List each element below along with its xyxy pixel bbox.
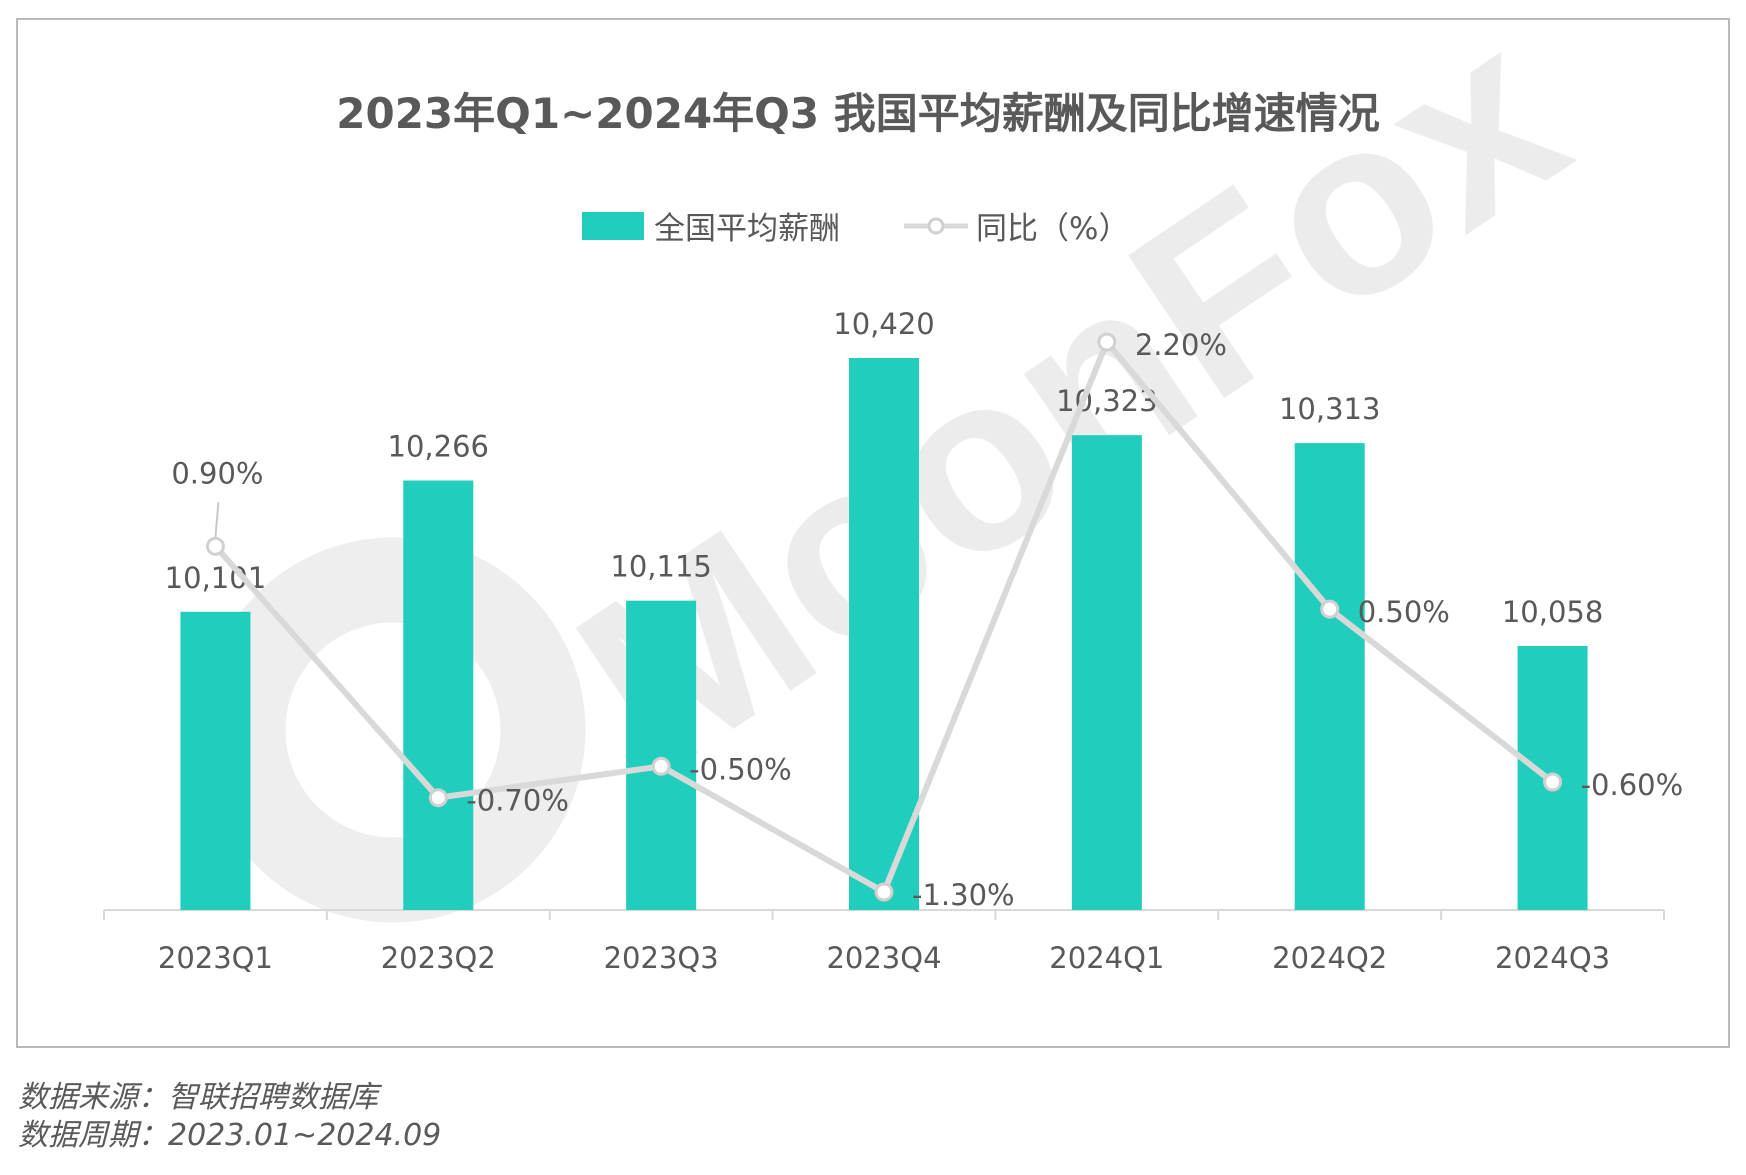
label-leader-line (214, 502, 220, 538)
bar-value-label: 10,323 (1056, 384, 1157, 418)
bar-value-label: 10,420 (833, 307, 934, 341)
yoy-value-label: 0.90% (171, 456, 263, 490)
chart-frame: MoonFox 2023年Q1~2024年Q3 我国平均薪酬及同比增速情况 全国… (16, 18, 1730, 1048)
yoy-value-label: 0.50% (1358, 595, 1450, 629)
x-tick-label: 2023Q1 (158, 941, 273, 975)
yoy-point (1097, 332, 1117, 352)
yoy-value-label: -1.30% (912, 878, 1015, 912)
chart-svg: MoonFox 2023年Q1~2024年Q3 我国平均薪酬及同比增速情况 全国… (103, 20, 1683, 975)
legend-line-label: 同比（%） (976, 211, 1129, 247)
bar (626, 600, 697, 910)
bar (849, 358, 919, 910)
x-tick-label: 2023Q4 (826, 941, 941, 975)
yoy-point (205, 536, 225, 556)
yoy-point (1320, 599, 1340, 619)
yoy-value-labels: 0.90% -0.70% -0.50% -1.30% 2.20% 0.50% -0.60% (171, 328, 1683, 912)
x-tick-label: 2024Q2 (1272, 941, 1387, 975)
bar-series (180, 358, 1588, 910)
legend-bar-swatch (582, 212, 644, 240)
bar (1294, 443, 1365, 910)
yoy-point (874, 882, 894, 902)
yoy-point (651, 756, 671, 776)
yoy-value-label: -0.60% (1581, 768, 1684, 802)
bar-value-label: 10,101 (165, 561, 266, 595)
bar-value-labels: 10,101 10,266 10,115 10,420 10,323 10,313 10,0… (165, 307, 1604, 629)
bar (1071, 435, 1142, 910)
x-tick-label: 2023Q2 (381, 941, 496, 975)
legend-bar-label: 全国平均薪酬 (654, 211, 840, 247)
bar (403, 480, 474, 910)
bar-value-label: 10,115 (610, 550, 711, 584)
bar-value-label: 10,058 (1502, 595, 1603, 629)
x-axis-labels: 2023Q1 2023Q2 2023Q3 2023Q4 2024Q1 2024Q2 2024… (158, 941, 1610, 975)
bar-value-label: 10,313 (1279, 392, 1380, 426)
yoy-value-label: 2.20% (1135, 328, 1227, 362)
yoy-value-label: -0.50% (689, 752, 792, 786)
yoy-point (428, 788, 448, 808)
legend-line-marker (927, 217, 945, 235)
footer-source: 数据来源：智联招聘数据库 (18, 1080, 378, 1115)
x-tick-label: 2024Q1 (1049, 941, 1164, 975)
bar-value-label: 10,266 (388, 430, 489, 464)
chart-title: 2023年Q1~2024年Q3 我国平均薪酬及同比增速情况 (336, 89, 1379, 138)
x-tick-label: 2024Q3 (1495, 941, 1610, 975)
x-axis-ticks (103, 910, 1665, 920)
legend: 全国平均薪酬 同比（%） (582, 211, 1129, 247)
x-tick-label: 2023Q3 (604, 941, 719, 975)
yoy-point (1543, 772, 1563, 792)
yoy-value-label: -0.70% (466, 784, 569, 818)
footer-period: 数据周期：2023.01~2024.09 (18, 1118, 442, 1153)
bar (180, 611, 251, 910)
yoy-line-series (205, 332, 1563, 902)
